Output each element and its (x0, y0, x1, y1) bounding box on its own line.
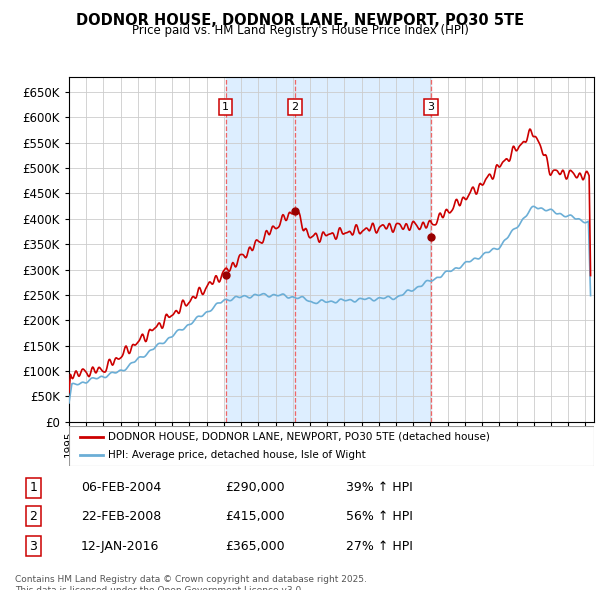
Text: Contains HM Land Registry data © Crown copyright and database right 2025.
This d: Contains HM Land Registry data © Crown c… (15, 575, 367, 590)
Text: 1: 1 (222, 102, 229, 112)
Text: 06-FEB-2004: 06-FEB-2004 (81, 481, 161, 494)
Text: DODNOR HOUSE, DODNOR LANE, NEWPORT, PO30 5TE (detached house): DODNOR HOUSE, DODNOR LANE, NEWPORT, PO30… (109, 432, 490, 442)
Text: 2: 2 (292, 102, 299, 112)
Text: 3: 3 (29, 540, 37, 553)
Text: 3: 3 (428, 102, 434, 112)
FancyBboxPatch shape (69, 426, 594, 466)
Bar (226, 77, 431, 422)
Text: 2: 2 (29, 510, 37, 523)
Text: 1: 1 (29, 481, 37, 494)
Text: 12-JAN-2016: 12-JAN-2016 (81, 540, 160, 553)
Text: 39% ↑ HPI: 39% ↑ HPI (346, 481, 413, 494)
Text: £415,000: £415,000 (225, 510, 285, 523)
Text: £290,000: £290,000 (225, 481, 285, 494)
Text: HPI: Average price, detached house, Isle of Wight: HPI: Average price, detached house, Isle… (109, 450, 366, 460)
Text: Price paid vs. HM Land Registry's House Price Index (HPI): Price paid vs. HM Land Registry's House … (131, 24, 469, 37)
Text: 22-FEB-2008: 22-FEB-2008 (81, 510, 161, 523)
Text: DODNOR HOUSE, DODNOR LANE, NEWPORT, PO30 5TE: DODNOR HOUSE, DODNOR LANE, NEWPORT, PO30… (76, 13, 524, 28)
Text: 56% ↑ HPI: 56% ↑ HPI (346, 510, 413, 523)
Text: 27% ↑ HPI: 27% ↑ HPI (346, 540, 413, 553)
Text: £365,000: £365,000 (225, 540, 285, 553)
